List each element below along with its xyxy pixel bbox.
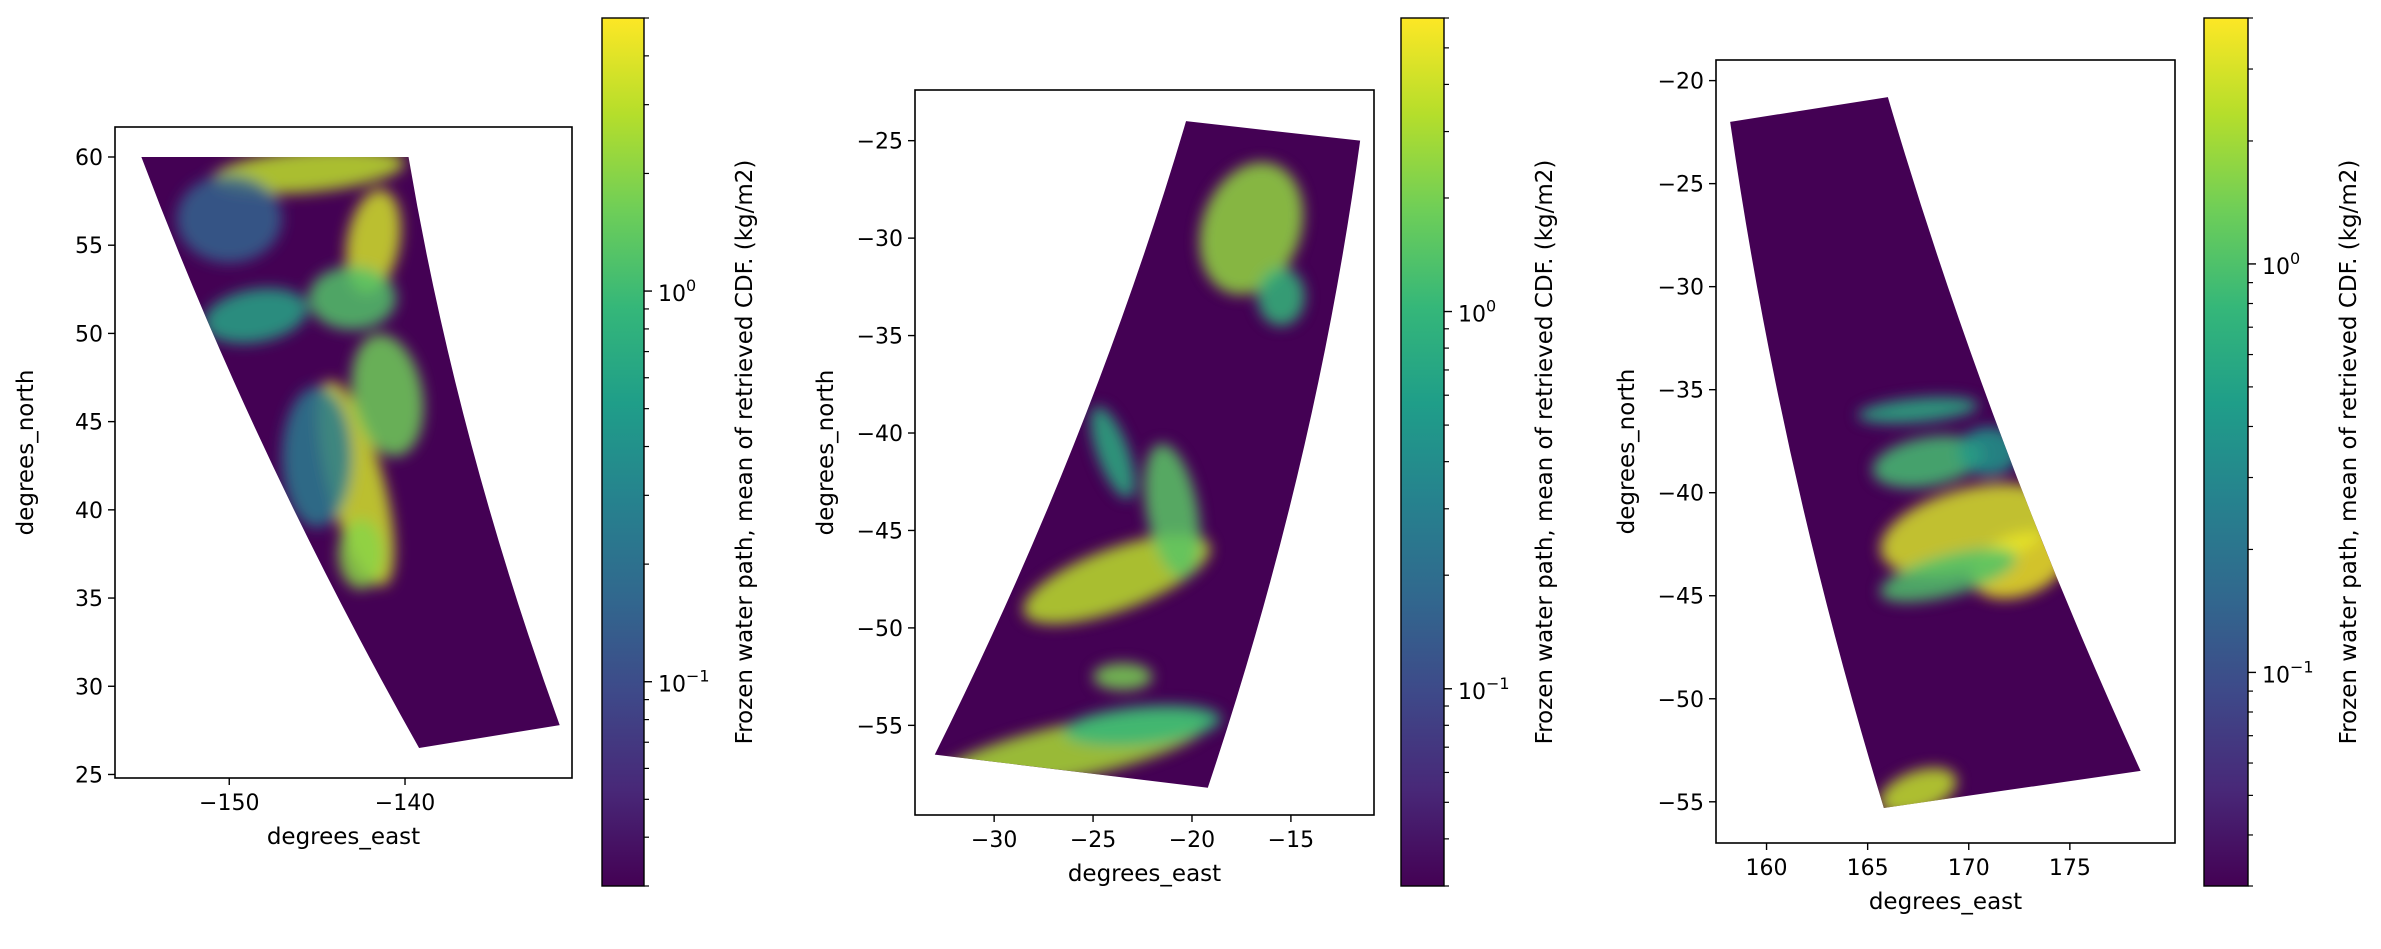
y-tick-label: 55 — [75, 234, 103, 259]
y-tick-label: −40 — [1658, 482, 1704, 507]
y-axis-label: degrees_north — [13, 370, 39, 536]
y-tick-label: −30 — [1658, 276, 1704, 301]
colorbar: 10−1 100 Frozen water path, mean of retrie… — [1400, 17, 1558, 887]
x-tick-label: −15 — [1268, 828, 1314, 853]
x-tick-label: −150 — [199, 791, 259, 816]
x-tick-label: 165 — [1847, 856, 1889, 881]
cloud-feature-2 — [1970, 531, 2068, 599]
y-tick-label: −45 — [857, 519, 903, 544]
colorbar-gradient — [2203, 17, 2249, 887]
panel-2: −30 −25 −20 −15 −25 −30 −35 −40 −45 −50 −55 degrees… — [813, 17, 1558, 887]
y-tick-label: −50 — [857, 617, 903, 642]
colorbar: 10−1 100 Frozen water path, mean of retrie… — [601, 17, 758, 887]
cloud-feature-8 — [1090, 406, 1136, 499]
cloud-features — [1857, 396, 2068, 808]
cloud-feature-7 — [338, 518, 384, 590]
colorbar: 10−1 100 Frozen water path, mean of retrie… — [2203, 17, 2362, 887]
cloud-feature-8 — [281, 386, 353, 528]
y-tick-label: 50 — [75, 322, 103, 347]
x-tick-label: 175 — [2049, 856, 2091, 881]
y-tick-label: −35 — [1658, 379, 1704, 404]
cloud-feature-4 — [203, 288, 308, 344]
x-tick-label: −140 — [375, 791, 435, 816]
colorbar-label: Frozen water path, mean of retrieved CDF… — [1532, 160, 1558, 745]
colorbar-tick-label: 10−1 — [1458, 674, 1510, 705]
cloud-feature-4 — [1144, 443, 1201, 579]
y-tick-label: −40 — [857, 422, 903, 447]
colorbar-label: Frozen water path, mean of retrieved CDF… — [2336, 160, 2362, 745]
cloud-feature-4 — [1857, 396, 1979, 424]
y-tick-label: −20 — [1658, 70, 1704, 95]
axes-frame — [914, 89, 1375, 816]
y-tick-label: 60 — [75, 146, 103, 171]
x-tick-label: 160 — [1746, 856, 1788, 881]
y-tick-label: 45 — [75, 411, 103, 436]
y-axis-label: degrees_north — [813, 370, 839, 536]
y-tick-label: −50 — [1658, 688, 1704, 713]
y-tick-label: 35 — [75, 587, 103, 612]
cloud-feature-5 — [1093, 662, 1153, 691]
y-tick-label: −30 — [857, 227, 903, 252]
cloud-feature-5 — [1879, 548, 2018, 603]
y-tick-label: −25 — [857, 130, 903, 155]
x-axis-label: degrees_east — [267, 824, 420, 850]
cloud-feature-9 — [176, 174, 282, 263]
y-axis-label: degrees_north — [1614, 369, 1640, 535]
y-tick-label: 30 — [75, 675, 103, 700]
colorbar-tick-label: 10−1 — [658, 667, 710, 698]
colorbar-gradient — [1400, 17, 1445, 887]
colorbar-gradient — [601, 17, 645, 887]
colorbar-tick-label: 100 — [1458, 297, 1496, 328]
panel-1: −150 −140 25 30 35 40 45 50 55 60 degrees_east degr… — [13, 17, 758, 887]
colorbar-tick-label: 10−1 — [2262, 657, 2314, 688]
x-tick-label: 170 — [1948, 856, 1990, 881]
panel-3: 160 165 170 175 −20 −25 −30 −35 −40 −45 −50 −55 degr… — [1614, 17, 2362, 915]
cloud-feature-2 — [1257, 267, 1305, 326]
cloud-feature-7 — [1063, 704, 1222, 746]
y-tick-label: −55 — [857, 714, 903, 739]
y-tick-label: 40 — [75, 499, 103, 524]
y-tick-label: 25 — [75, 763, 103, 788]
y-tick-label: −55 — [1658, 791, 1704, 816]
y-tick-label: −35 — [857, 325, 903, 350]
cloud-feature-1 — [212, 156, 405, 194]
cloud-feature-3 — [1872, 435, 1985, 489]
axes-frame — [114, 126, 573, 779]
x-axis-label: degrees_east — [1068, 861, 1221, 887]
cloud-feature-7 — [1958, 426, 2020, 477]
cloud-feature-1 — [1199, 162, 1304, 295]
colorbar-tick-label: 100 — [2262, 249, 2300, 280]
x-tick-label: −20 — [1169, 828, 1215, 853]
x-tick-label: −30 — [971, 828, 1017, 853]
colorbar-label: Frozen water path, mean of retrieved CDF… — [732, 160, 758, 745]
x-tick-label: −25 — [1070, 828, 1116, 853]
y-tick-label: −45 — [1658, 585, 1704, 610]
cloud-feature-3 — [308, 266, 397, 330]
colorbar-tick-label: 100 — [658, 276, 696, 307]
y-tick-label: −25 — [1658, 173, 1704, 198]
axes-frame — [1715, 59, 2176, 844]
cloud-features — [176, 156, 424, 590]
cloud-feature-6 — [351, 334, 424, 457]
x-axis-label: degrees_east — [1869, 889, 2022, 915]
